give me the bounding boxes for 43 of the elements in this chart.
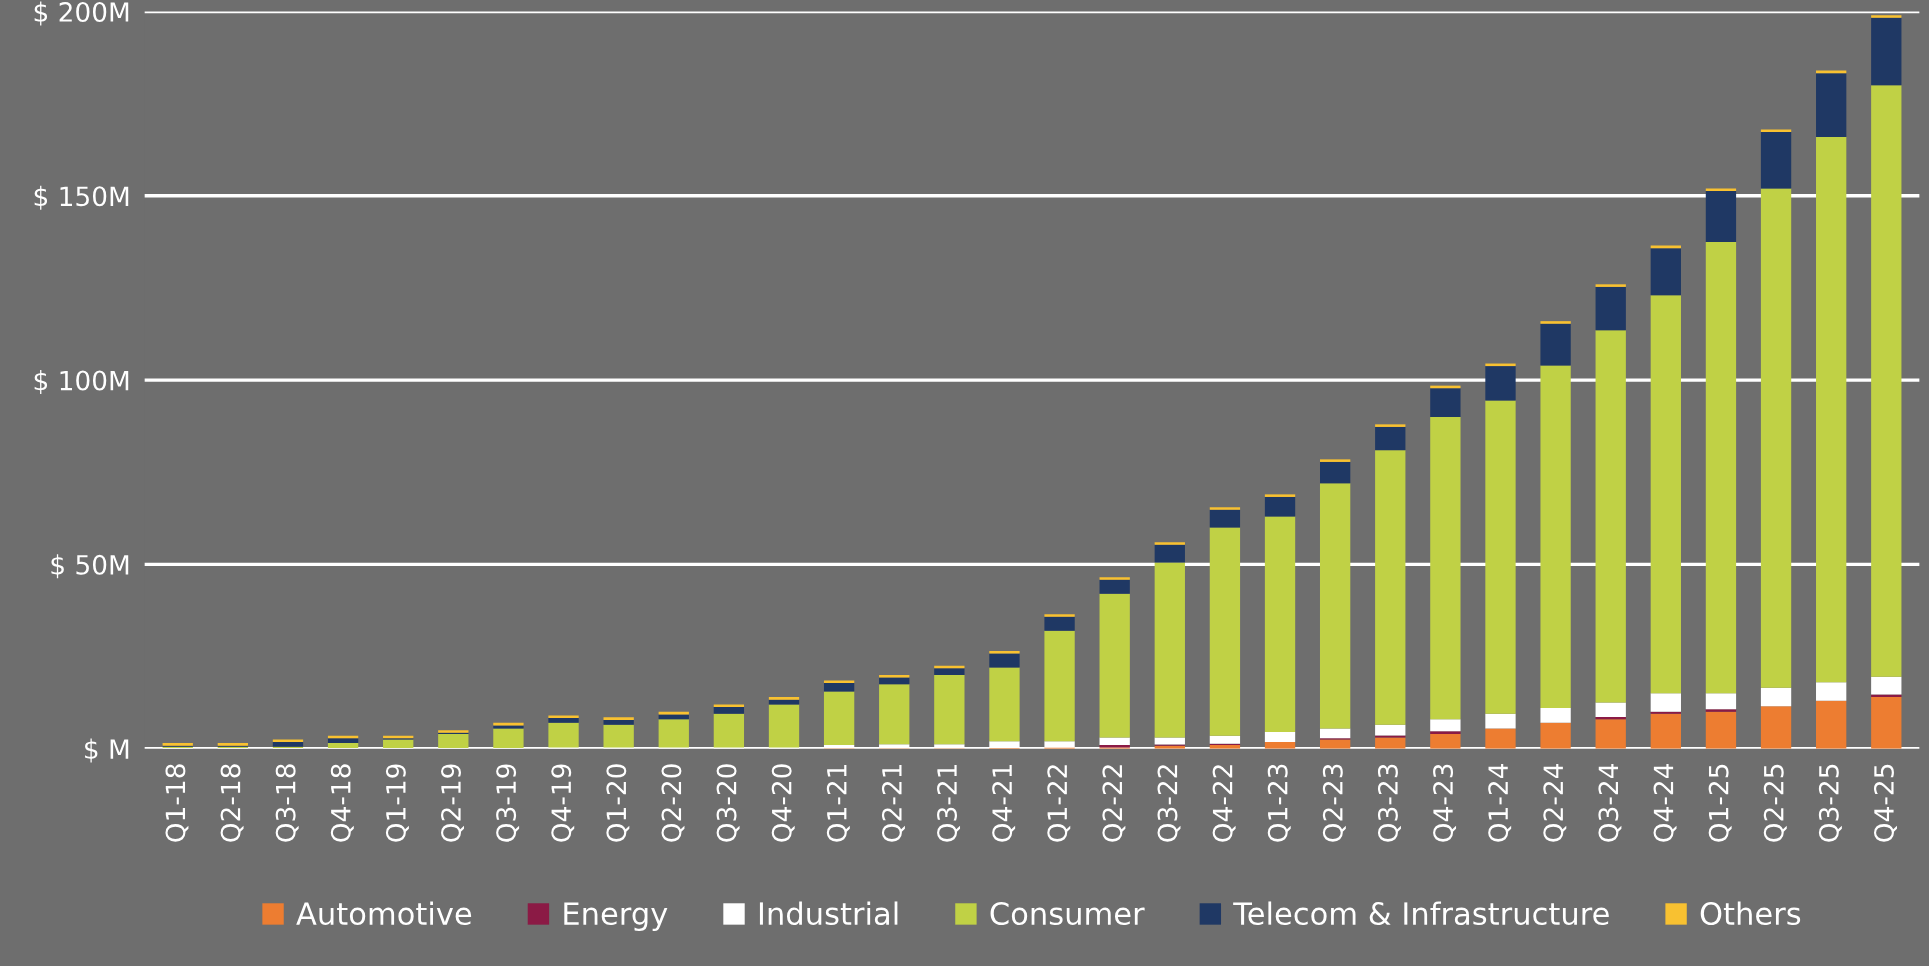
x-tick-label: Q1-21 <box>826 764 850 842</box>
x-tick-label: Q4-20 <box>771 764 795 842</box>
x-tick-label: Q4-24 <box>1653 764 1677 842</box>
x-tick-label: Q4-22 <box>1212 765 1236 842</box>
x-tick-label: Q2-24 <box>1543 764 1567 842</box>
x-tick-label: Q2-23 <box>1322 764 1346 842</box>
x-tick-label: Q1-20 <box>606 764 630 842</box>
x-tick-label: Q4-21 <box>992 764 1016 842</box>
x-tick-label: Q1-23 <box>1267 764 1291 842</box>
x-tick-label: Q1-19 <box>385 764 409 842</box>
x-tick-label: Q3-21 <box>937 764 961 842</box>
x-tick-label: Q2-19 <box>441 764 464 842</box>
legend-label: Telecom & Infrastructure <box>1233 901 1609 926</box>
x-tick-label: Q2-25 <box>1763 764 1787 842</box>
y-tick-label: $ 100M <box>34 370 129 395</box>
legend-label: Consumer <box>990 901 1145 926</box>
x-tick-label: Q1-18 <box>165 764 189 842</box>
x-tick-label: Q3-18 <box>275 764 299 842</box>
x-tick-label: Q4-19 <box>551 764 575 842</box>
x-tick-label: Q1-25 <box>1708 764 1732 842</box>
x-tick-label: Q4-18 <box>330 764 354 842</box>
x-tick-label: Q2-22 <box>1102 765 1126 842</box>
legend-label: Industrial <box>759 901 898 926</box>
legend-label: Automotive <box>296 901 472 926</box>
x-tick-label: Q2-18 <box>220 764 244 842</box>
x-tick-label: Q3-20 <box>716 764 740 842</box>
x-tick-label: Q3-23 <box>1377 764 1401 842</box>
x-tick-label: Q3-19 <box>496 764 520 842</box>
y-tick-label: $ 150M <box>34 185 129 210</box>
x-tick-label: Q1-22 <box>1047 765 1071 842</box>
x-tick-label: Q1-24 <box>1488 764 1512 842</box>
x-tick-label: Q2-20 <box>661 764 685 842</box>
legend-label: Others <box>1700 901 1801 926</box>
y-tick-label: $ M <box>85 738 129 763</box>
x-tick-label: Q3-22 <box>1157 765 1181 842</box>
x-tick-label: Q3-24 <box>1598 764 1622 842</box>
y-tick-label: $ 200M <box>34 1 129 26</box>
x-tick-label: Q4-25 <box>1873 764 1897 842</box>
legend-label: Energy <box>564 902 668 932</box>
y-tick-label: $ 50M <box>51 554 129 579</box>
x-tick-label: Q2-21 <box>881 764 905 842</box>
x-tick-label: Q4-23 <box>1433 764 1457 842</box>
x-tick-label: Q3-25 <box>1818 764 1842 842</box>
